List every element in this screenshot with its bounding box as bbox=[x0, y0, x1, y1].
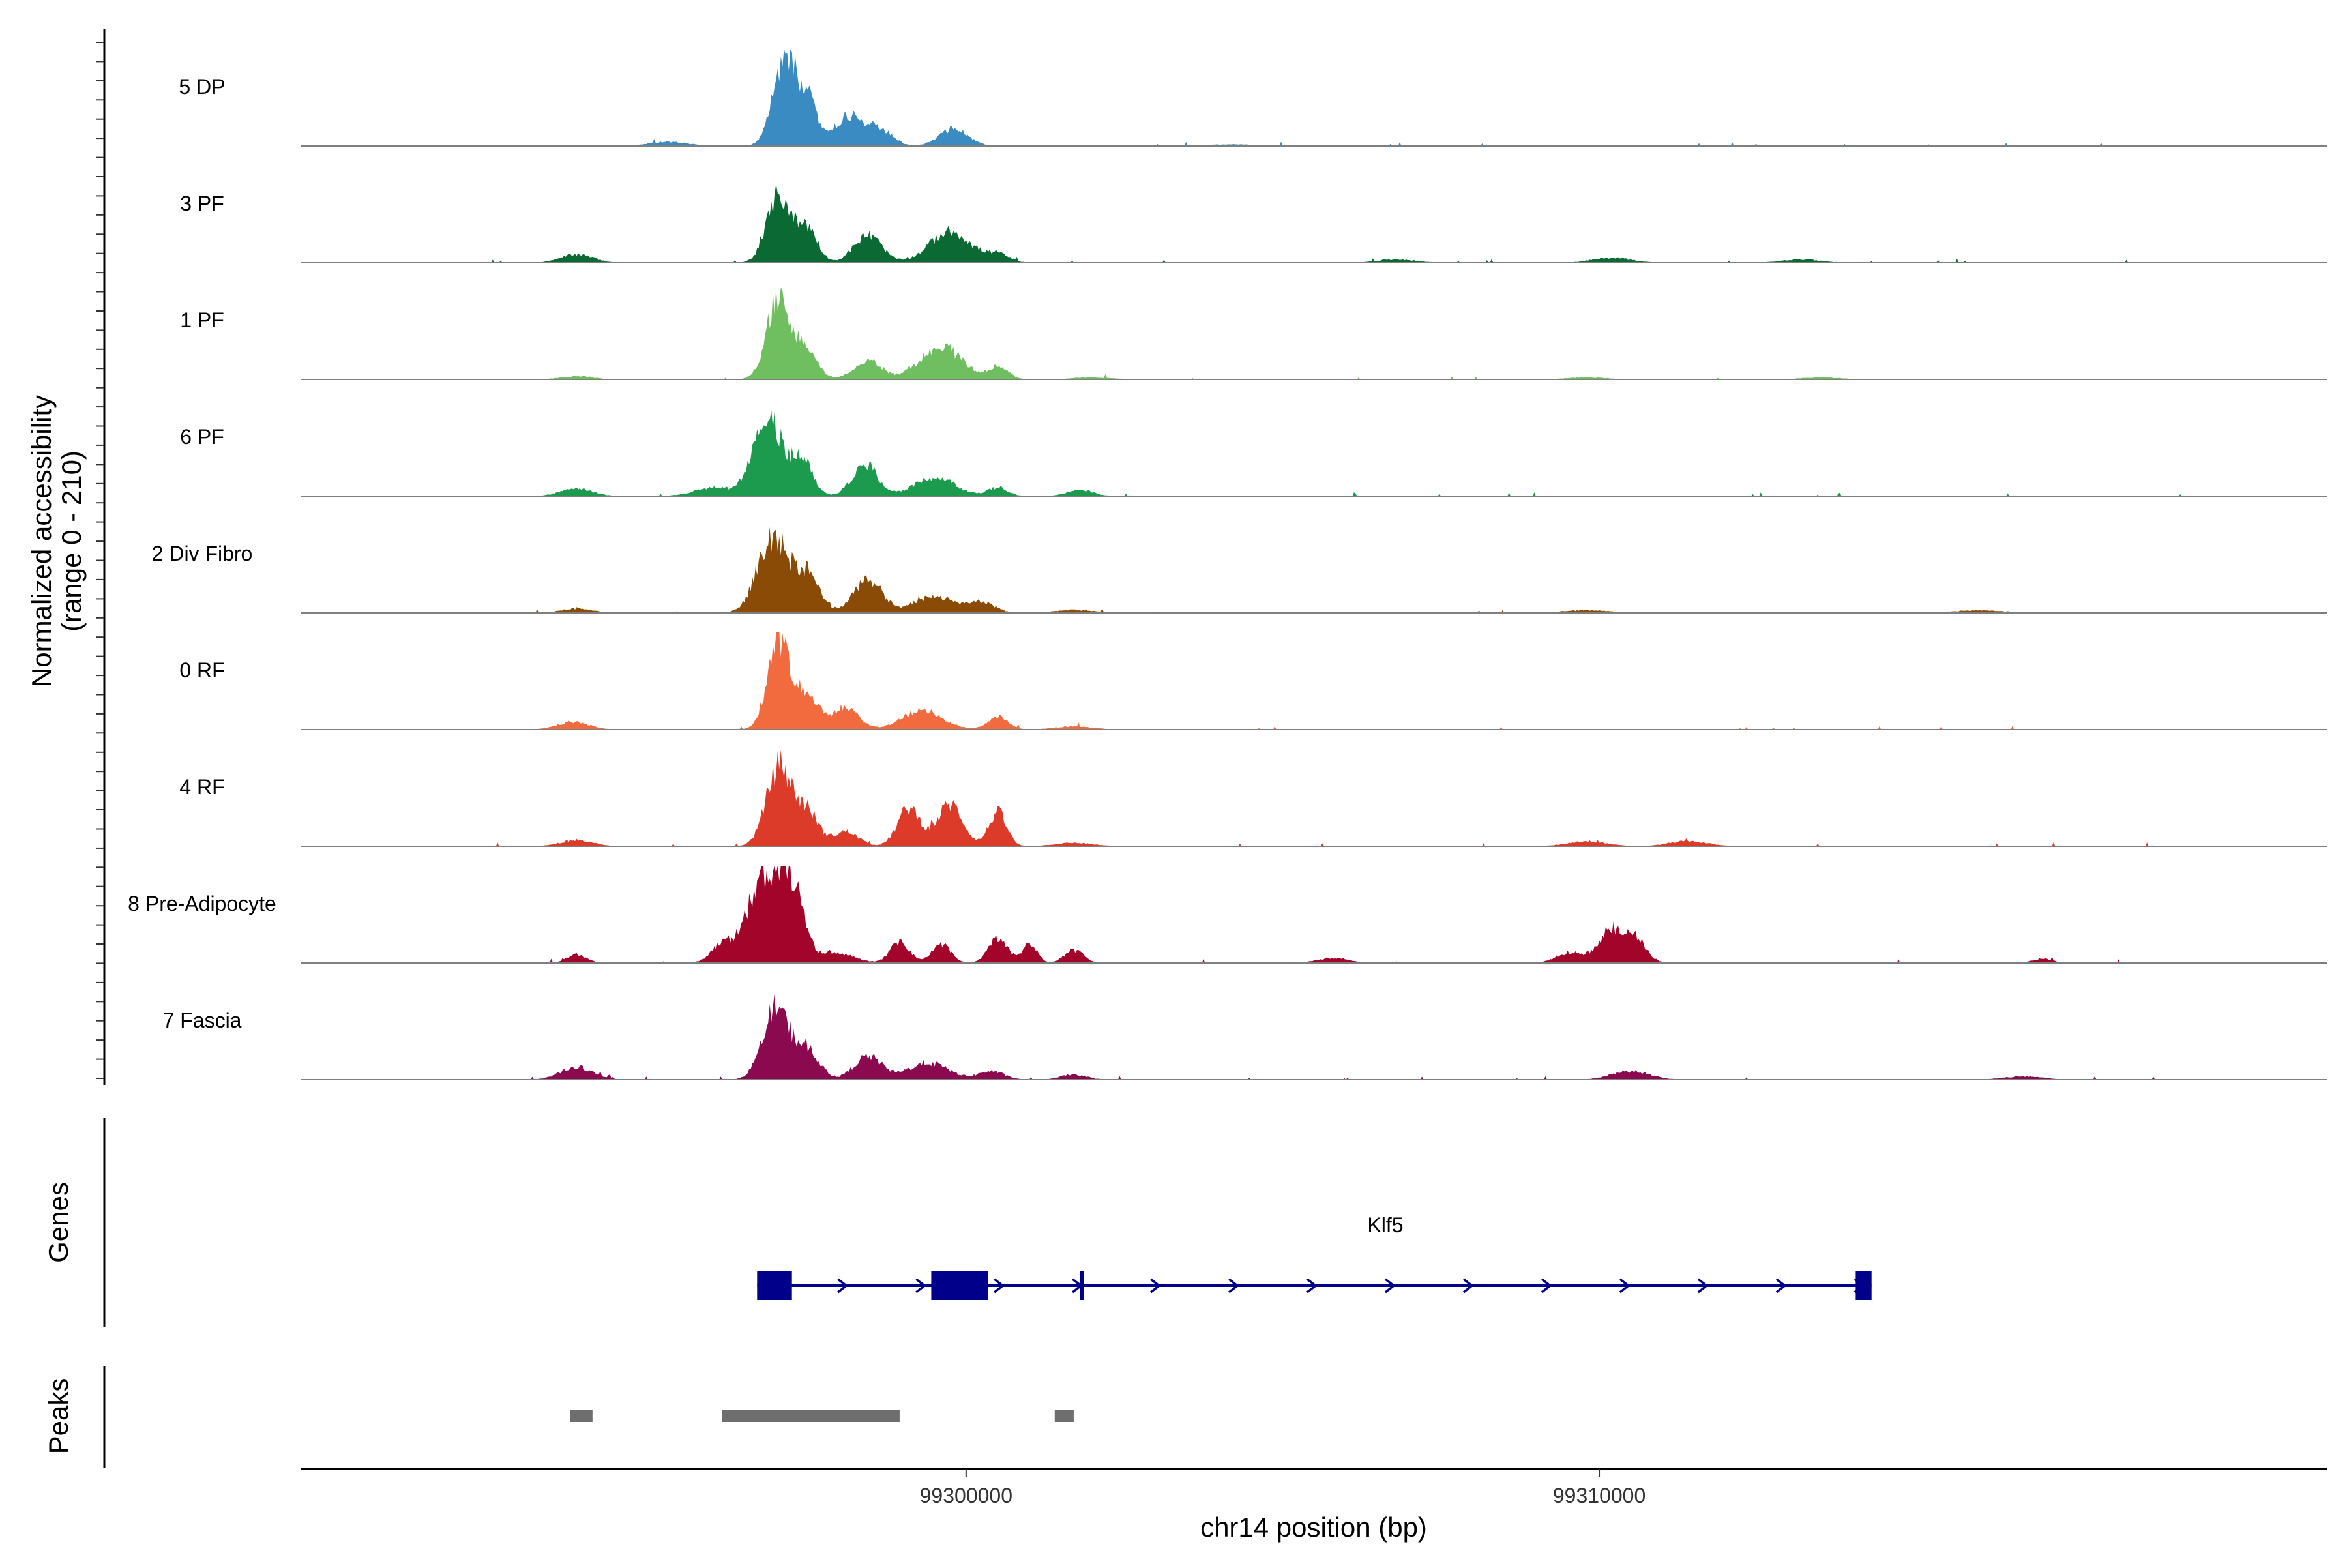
track-1-pf: 1 PF bbox=[180, 287, 2327, 380]
track-5-dp: 5 DP bbox=[179, 49, 2327, 147]
strand-arrow bbox=[1697, 1278, 1709, 1294]
track-3-pf: 3 PF bbox=[180, 184, 2327, 263]
peak-region-2 bbox=[722, 1410, 900, 1422]
peak-region-3 bbox=[1054, 1410, 1074, 1422]
track-label: 7 Fascia bbox=[163, 1009, 242, 1032]
strand-arrow bbox=[1775, 1278, 1787, 1294]
track-label: 4 RF bbox=[179, 775, 224, 799]
x-axis: 99300000 99310000 bbox=[301, 1468, 2327, 1507]
x-axis-title: chr14 position (bp) bbox=[1200, 1512, 1427, 1543]
track-0-rf: 0 RF bbox=[179, 632, 2327, 730]
coverage-area bbox=[491, 184, 2201, 263]
track-label: 1 PF bbox=[180, 308, 224, 332]
strand-arrow bbox=[1306, 1278, 1318, 1294]
y-axis bbox=[96, 29, 106, 1085]
peaks-track-title: Peaks bbox=[43, 1378, 74, 1455]
strand-arrow bbox=[1619, 1278, 1631, 1294]
coverage-area bbox=[491, 866, 2201, 963]
gene-exon-3 bbox=[1080, 1271, 1084, 1300]
coverage-area bbox=[491, 993, 2201, 1080]
strand-arrow bbox=[915, 1278, 927, 1294]
track-2-div-fibro: 2 Div Fibro bbox=[152, 527, 2327, 614]
track-label: 5 DP bbox=[179, 75, 225, 98]
track-label: 8 Pre-Adipocyte bbox=[128, 892, 276, 915]
y-axis-title-line1: Normalized accessibility bbox=[26, 395, 57, 687]
strand-arrow bbox=[1462, 1278, 1474, 1294]
gene-exon-2 bbox=[931, 1271, 988, 1300]
coverage-area bbox=[491, 750, 2201, 846]
gene-exon-4 bbox=[1855, 1271, 1872, 1300]
strand-arrow bbox=[1228, 1278, 1239, 1294]
x-tick-label: 99300000 bbox=[920, 1484, 1012, 1507]
track-label: 2 Div Fibro bbox=[152, 542, 253, 565]
strand-arrow bbox=[1541, 1278, 1552, 1294]
peak-region-1 bbox=[570, 1410, 593, 1422]
gene-track bbox=[103, 1118, 1872, 1327]
coverage-area bbox=[491, 632, 2201, 730]
strand-arrow bbox=[994, 1278, 1005, 1294]
track-label: 3 PF bbox=[180, 192, 224, 215]
peaks-track bbox=[103, 1366, 1074, 1468]
track-6-pf: 6 PF bbox=[180, 410, 2327, 497]
track-label: 6 PF bbox=[180, 425, 224, 449]
coverage-area bbox=[491, 49, 2201, 146]
track-8-pre-adipocyte: 8 Pre-Adipocyte bbox=[128, 866, 2327, 964]
genes-track-title: Genes bbox=[43, 1182, 74, 1263]
strand-arrow bbox=[1384, 1278, 1396, 1294]
y-axis-title-line2: (range 0 - 210) bbox=[56, 451, 87, 632]
track-label: 0 RF bbox=[179, 658, 224, 682]
coverage-tracks: 5 DP 3 PF 1 PF 6 PF 2 Div Fibro 0 RF 4 RF 8 Pre… bbox=[128, 49, 2327, 1080]
gene-label-klf5: Klf5 bbox=[1367, 1213, 1403, 1237]
coverage-area bbox=[491, 410, 2201, 496]
strand-arrow bbox=[837, 1278, 849, 1294]
coverage-area bbox=[491, 527, 2201, 613]
track-7-fascia: 7 Fascia bbox=[163, 993, 2327, 1080]
x-tick-label: 99310000 bbox=[1553, 1484, 1646, 1507]
strand-arrow bbox=[1150, 1278, 1161, 1294]
gene-exon-1 bbox=[757, 1271, 792, 1300]
track-4-rf: 4 RF bbox=[179, 750, 2327, 847]
coverage-area bbox=[491, 287, 2201, 379]
